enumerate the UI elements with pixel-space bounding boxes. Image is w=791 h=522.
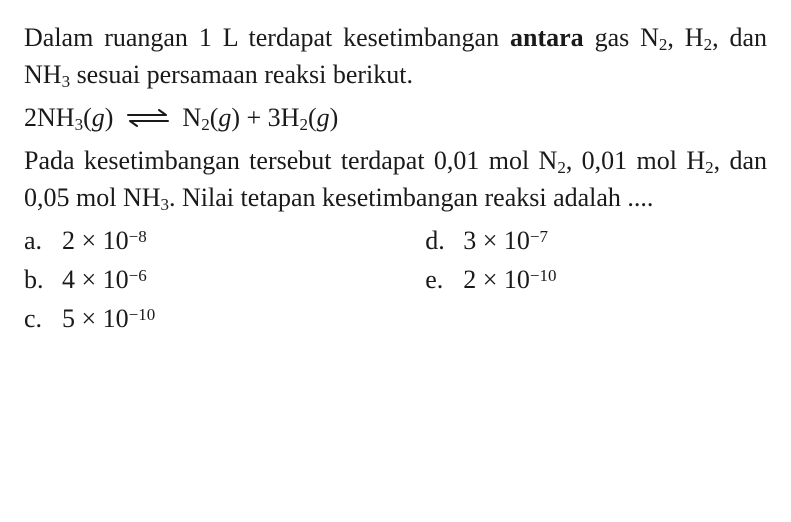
option-letter: c.: [24, 301, 62, 336]
eq-text: 2NH: [24, 103, 75, 132]
coef: 5 × 10: [62, 304, 129, 333]
option-letter: d.: [425, 223, 463, 258]
option-c: c. 5 × 10−10: [24, 301, 425, 336]
option-value: 5 × 10−10: [62, 301, 155, 336]
text: Dalam ruangan 1 L terdapat kesetimbangan: [24, 23, 510, 52]
text: , H: [667, 23, 703, 52]
exponent: −6: [129, 266, 147, 285]
exponent: −10: [129, 305, 156, 324]
option-d: d. 3 × 10−7: [425, 223, 767, 258]
eq-italic: g: [218, 103, 231, 132]
coef: 2 × 10: [62, 226, 129, 255]
equation: 2NH3(g) N2(g) + 3H2(g): [24, 100, 767, 137]
option-a: a. 2 × 10−8: [24, 223, 425, 258]
option-letter: e.: [425, 262, 463, 297]
coef: 3 × 10: [463, 226, 530, 255]
option-value: 4 × 10−6: [62, 262, 147, 297]
subscript: 3: [75, 115, 84, 134]
eq-text: ) + 3H: [231, 103, 299, 132]
eq-text: N: [176, 103, 201, 132]
question-paragraph: Pada kesetimbangan tersebut terdapat 0,0…: [24, 143, 767, 217]
text-bold: antara: [510, 23, 584, 52]
eq-text: ): [330, 103, 339, 132]
subscript: 2: [704, 35, 713, 54]
exponent: −10: [530, 266, 557, 285]
option-e: e. 2 × 10−10: [425, 262, 767, 297]
subscript: 3: [62, 72, 71, 91]
intro-paragraph: Dalam ruangan 1 L terdapat kesetimbangan…: [24, 20, 767, 94]
eq-text: ): [105, 103, 120, 132]
text: , 0,01 mol H: [566, 146, 705, 175]
options-right-column: d. 3 × 10−7 e. 2 × 10−10: [425, 221, 767, 338]
subscript: 2: [201, 115, 210, 134]
text: . Nilai tetapan kesetimbangan reaksi ada…: [169, 183, 653, 212]
option-letter: b.: [24, 262, 62, 297]
eq-italic: g: [317, 103, 330, 132]
exponent: −8: [129, 227, 147, 246]
option-value: 3 × 10−7: [463, 223, 548, 258]
options-container: a. 2 × 10−8 b. 4 × 10−6 c. 5 × 10−10 d. …: [24, 221, 767, 338]
options-left-column: a. 2 × 10−8 b. 4 × 10−6 c. 5 × 10−10: [24, 221, 425, 338]
coef: 2 × 10: [463, 265, 530, 294]
exponent: −7: [530, 227, 548, 246]
text: gas N: [584, 23, 659, 52]
eq-italic: g: [92, 103, 105, 132]
option-b: b. 4 × 10−6: [24, 262, 425, 297]
subscript: 3: [161, 195, 170, 214]
option-letter: a.: [24, 223, 62, 258]
subscript: 2: [705, 158, 714, 177]
subscript: 2: [557, 158, 566, 177]
coef: 4 × 10: [62, 265, 129, 294]
eq-text: (: [308, 103, 317, 132]
text: Pada kesetimbangan tersebut terdapat 0,0…: [24, 146, 557, 175]
eq-text: (: [83, 103, 92, 132]
option-value: 2 × 10−10: [463, 262, 556, 297]
text: sesuai persamaan reaksi berikut.: [70, 60, 413, 89]
subscript: 2: [299, 115, 308, 134]
equilibrium-arrow-icon: [124, 102, 172, 137]
option-value: 2 × 10−8: [62, 223, 147, 258]
